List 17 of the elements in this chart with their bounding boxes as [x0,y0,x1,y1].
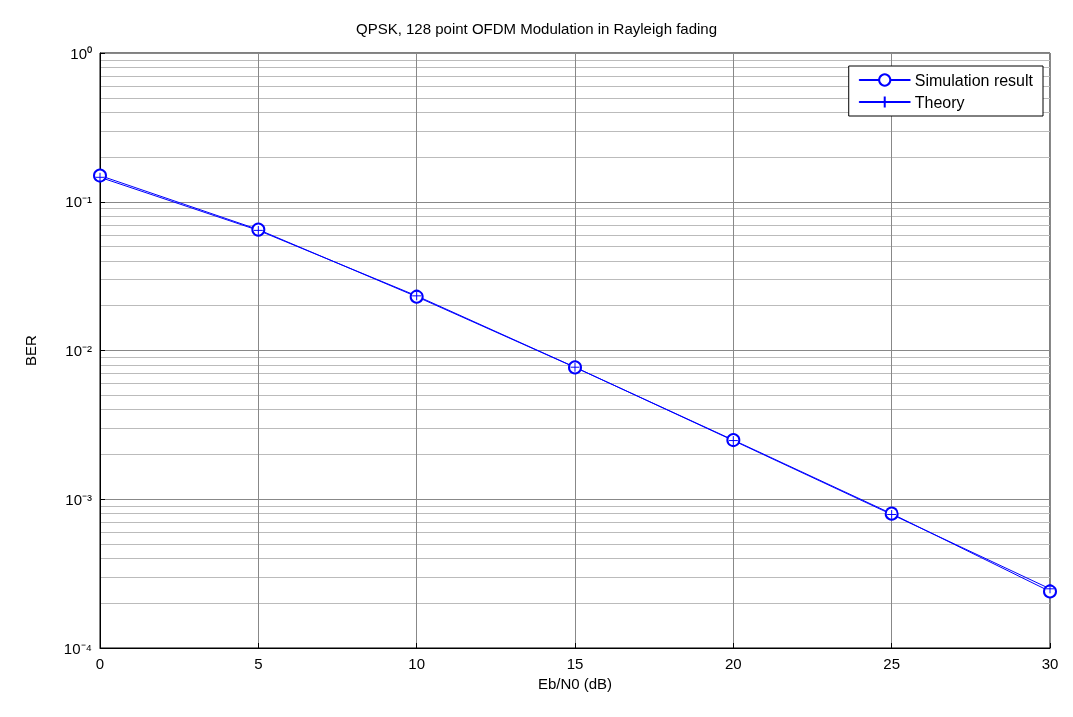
x-tick-label: 10 [408,655,426,672]
x-axis-title: Eb/N0 (dB) [537,674,613,692]
y-tick-label: 10⁻³ [65,490,92,508]
y-axis-title: BER [22,334,39,366]
x-tick-label: 0 [95,655,105,672]
y-tick-label: 10⁻⁴ [63,639,92,657]
chart-title: QPSK, 128 point OFDM Modulation in Rayleigh fading [355,20,718,37]
x-tick-label: 30 [1041,655,1059,672]
y-tick-label: 10⁻¹ [65,193,92,211]
x-tick-label: 15 [566,655,584,672]
x-tick-label: 25 [883,655,901,672]
y-tick-label: 10⁰ [70,44,92,62]
legend-label: Simulation result [914,71,1034,89]
x-tick-label: 20 [724,655,742,672]
legend-label: Theory [914,93,965,111]
x-tick-label: 5 [254,655,263,672]
y-tick-label: 10⁻² [65,342,92,359]
